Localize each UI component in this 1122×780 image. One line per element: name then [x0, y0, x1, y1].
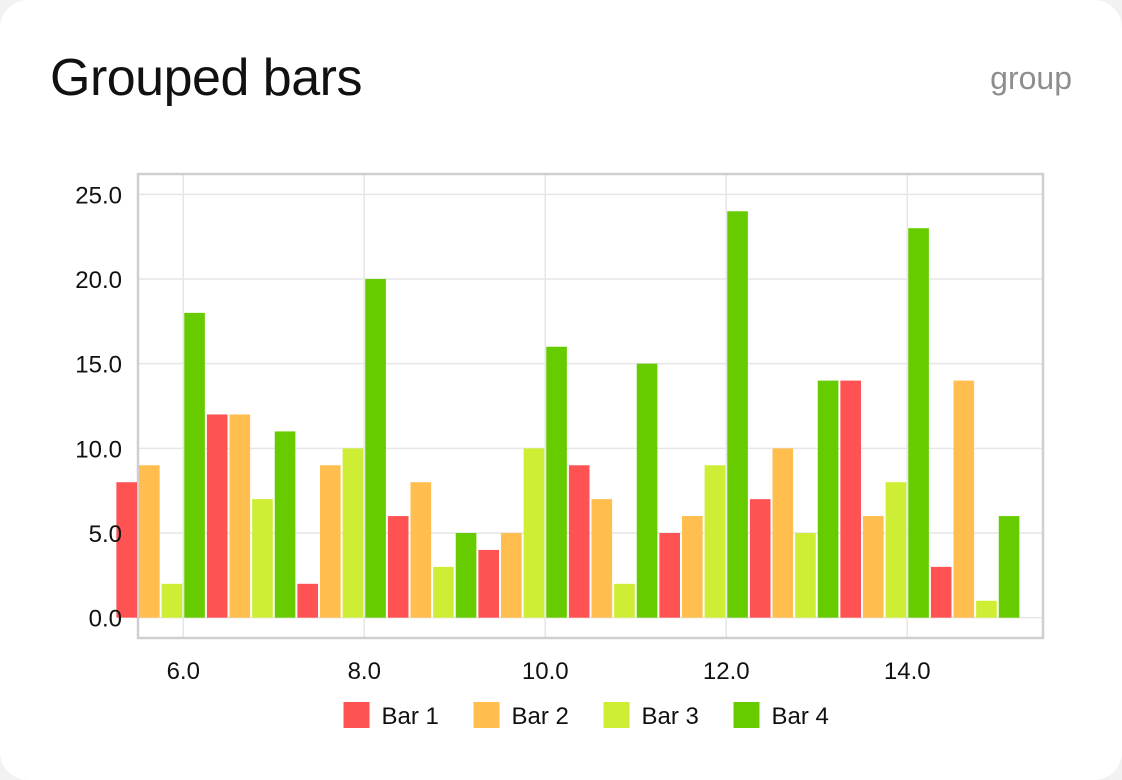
y-tick-label: 25.0	[75, 182, 122, 209]
bar-2	[320, 465, 341, 618]
chart-type-tag: group	[990, 60, 1072, 96]
bar-1	[297, 583, 318, 618]
bar-4	[274, 431, 296, 618]
bar-4	[546, 346, 567, 618]
bar-1	[387, 516, 409, 618]
bar-3	[795, 533, 816, 618]
bar-1	[749, 499, 771, 618]
y-tick-label: 10.0	[75, 436, 122, 463]
x-axis-ticks: 6.0 8.0 10.0 12.0 14.0	[167, 658, 931, 685]
x-tick-label: 14.0	[884, 658, 931, 685]
bar-3	[976, 600, 997, 618]
bar-4	[365, 278, 386, 618]
bar-4	[455, 533, 477, 618]
bar-3	[704, 465, 726, 618]
bar-2	[682, 516, 703, 618]
y-axis-ticks: 0.0 5.0 10.0 15.0 20.0 25.0	[75, 182, 122, 632]
legend: Bar 1 Bar 2 Bar 3 Bar 4	[343, 702, 829, 730]
grid-lines	[138, 174, 1043, 638]
legend-label-2: Bar 2	[512, 703, 569, 730]
bar-4	[908, 228, 929, 618]
bar-3	[252, 499, 273, 618]
x-tick-label: 10.0	[522, 658, 569, 685]
bar-3	[433, 566, 454, 618]
x-tick-label: 12.0	[703, 658, 750, 685]
x-tick-label: 8.0	[348, 658, 381, 685]
legend-label-3: Bar 3	[642, 703, 699, 730]
bar-1	[659, 533, 680, 618]
y-tick-label: 0.0	[89, 606, 122, 633]
bar-2	[953, 380, 975, 618]
bar-3	[161, 583, 183, 618]
legend-swatch-1	[343, 702, 370, 728]
legend-swatch-2	[473, 702, 500, 728]
bar-1	[116, 482, 137, 618]
y-tick-label: 20.0	[75, 267, 122, 294]
y-tick-label: 15.0	[75, 352, 122, 379]
bar-2	[229, 414, 251, 618]
bar-4	[998, 516, 1020, 618]
bar-2	[139, 465, 160, 618]
legend-label-1: Bar 1	[382, 703, 439, 730]
bar-3	[885, 482, 907, 618]
bar-1	[206, 414, 228, 618]
bars	[116, 211, 1020, 618]
bar-3	[614, 583, 635, 618]
bar-2	[772, 448, 794, 618]
x-tick-label: 6.0	[167, 658, 200, 685]
bar-3	[523, 448, 545, 618]
legend-label-4: Bar 4	[772, 703, 829, 730]
bar-4	[184, 312, 205, 618]
bar-3	[342, 448, 364, 618]
chart-title: Grouped bars	[50, 49, 362, 107]
plot-frame	[136, 172, 1045, 640]
bar-4	[727, 211, 748, 618]
legend-swatch-4	[733, 702, 760, 728]
bar-1	[930, 566, 952, 618]
y-tick-label: 5.0	[89, 521, 122, 548]
bar-2	[410, 482, 432, 618]
bar-4	[636, 363, 658, 618]
legend-swatch-3	[603, 702, 630, 728]
bar-2	[863, 516, 884, 618]
bar-4	[817, 380, 839, 618]
bar-2	[591, 499, 613, 618]
bar-1	[568, 465, 590, 618]
bar-2	[501, 533, 522, 618]
bar-1	[478, 549, 499, 618]
bar-1	[840, 380, 861, 618]
